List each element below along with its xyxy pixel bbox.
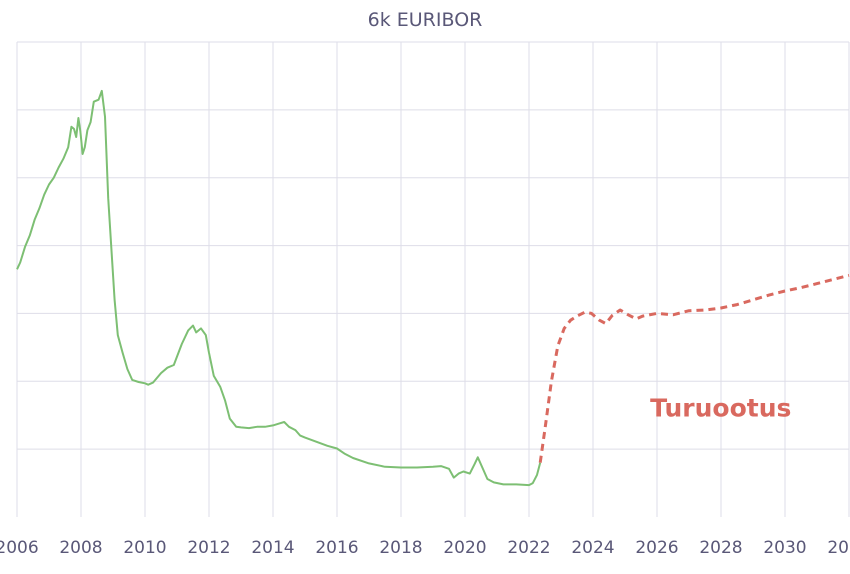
x-tick-label-2014: 2014	[251, 538, 294, 558]
chart-title: 6k EURIBOR	[368, 9, 483, 31]
series-layer	[16, 89, 850, 487]
x-axis-ticks: 2006 2008 2010 2012 2014 2016 2018 2020 2022 2024…	[0, 538, 850, 558]
annotations: Turuootus	[650, 394, 791, 423]
x-tick-label-2010: 2010	[123, 538, 166, 558]
x-tick-label-2030: 2030	[763, 538, 806, 558]
grid	[16, 41, 850, 517]
x-tick-label-2026: 2026	[635, 538, 678, 558]
x-tick-label-2024: 2024	[571, 538, 614, 558]
x-tick-label-2022: 2022	[507, 538, 550, 558]
series-line-forecast	[538, 273, 850, 463]
x-tick-label-2020: 2020	[443, 538, 486, 558]
series-line-historical	[16, 89, 542, 487]
x-tick-label-2012: 2012	[187, 538, 230, 558]
x-tick-label-2018: 2018	[379, 538, 422, 558]
x-tick-label-2016: 2016	[315, 538, 358, 558]
annotation-label: Turuootus	[650, 394, 791, 423]
x-tick-label-2008: 2008	[59, 538, 102, 558]
x-tick-label-2028: 2028	[699, 538, 742, 558]
x-tick-label-2006: 2006	[0, 538, 39, 558]
x-tick-label-2032: 2032	[827, 538, 850, 558]
